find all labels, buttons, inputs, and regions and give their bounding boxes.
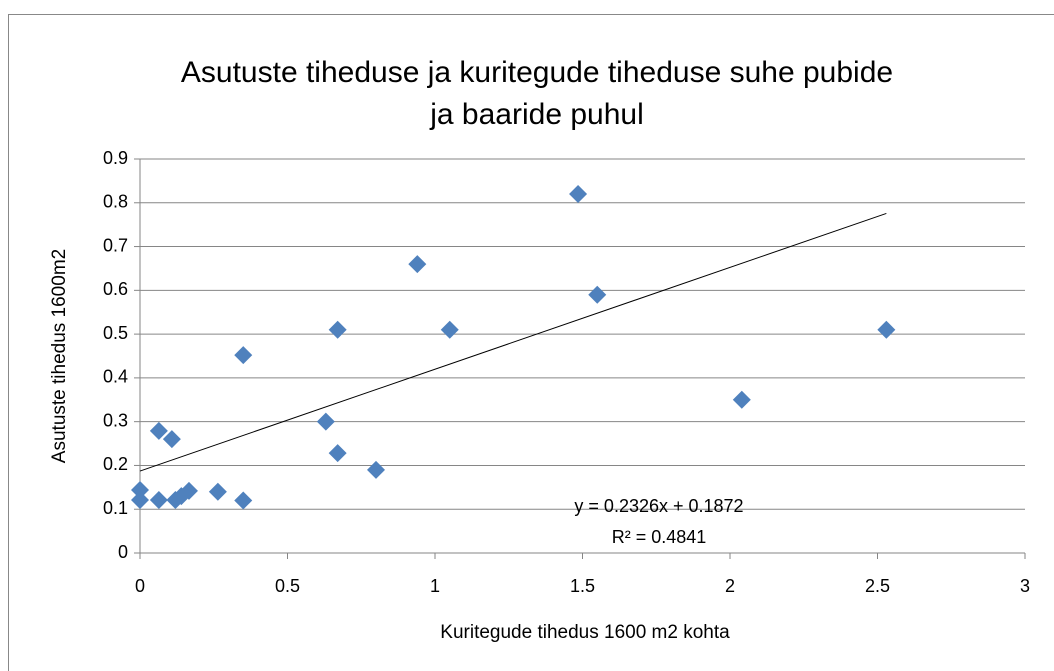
point <box>131 480 149 499</box>
y-tick-label: 0.2 <box>103 454 128 474</box>
point <box>328 320 347 339</box>
point <box>234 491 253 510</box>
point <box>162 430 181 449</box>
point <box>877 320 896 339</box>
point <box>328 444 347 463</box>
x-tick-label: 1 <box>430 576 440 596</box>
y-tick-label: 0.4 <box>103 367 128 387</box>
x-tick-label: 3 <box>1020 576 1030 596</box>
y-tick-label: 0.6 <box>103 279 128 299</box>
x-tick-label: 2 <box>725 576 735 596</box>
y-axis-label: Asutuste tihedus 1600m2 <box>49 249 70 463</box>
x-tick-label: 0 <box>135 576 145 596</box>
point <box>408 255 427 274</box>
point <box>149 421 168 440</box>
chart-title: Asutuste tiheduse ja kuritegude tiheduse… <box>181 56 893 89</box>
point <box>569 185 588 204</box>
point <box>179 481 198 500</box>
y-tick-label: 0.8 <box>103 192 128 212</box>
point <box>316 412 335 431</box>
point <box>440 320 459 339</box>
trendline <box>139 212 887 472</box>
point <box>588 285 607 304</box>
chart-title: ja baaride puhul <box>429 98 644 131</box>
trendline-r2: R² = 0.4841 <box>612 527 707 547</box>
x-tick-label: 2.5 <box>865 576 890 596</box>
y-tick-label: 0.3 <box>103 410 128 430</box>
point <box>131 491 149 510</box>
point <box>208 482 227 501</box>
point <box>367 460 385 479</box>
trendline-equation: y = 0.2326x + 0.1872 <box>574 496 743 516</box>
y-tick-label: 0.1 <box>103 498 128 518</box>
y-tick-label: 0 <box>118 542 128 562</box>
x-tick-label: 1.5 <box>570 576 595 596</box>
point <box>732 390 751 409</box>
y-tick-label: 0.9 <box>103 148 128 168</box>
x-axis-label: Kuritegude tihedus 1600 m2 kohta <box>440 622 730 643</box>
chart-border <box>8 14 1054 671</box>
x-tick-label: 0.5 <box>275 576 300 596</box>
point <box>149 491 168 510</box>
point <box>234 346 253 365</box>
y-tick-label: 0.7 <box>103 235 128 255</box>
y-tick-label: 0.5 <box>103 323 128 343</box>
